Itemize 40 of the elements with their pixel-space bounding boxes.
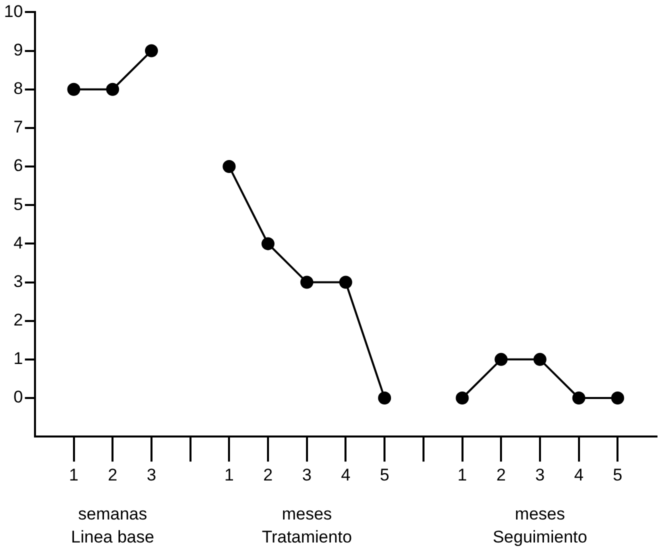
y-tick-label: 8	[13, 79, 23, 98]
x-tick-label: 4	[574, 465, 584, 484]
x-tick-label: 2	[263, 465, 273, 484]
x-tick-label: 3	[146, 465, 156, 484]
point	[262, 237, 275, 250]
y-tick-label: 9	[13, 40, 23, 60]
text: semanas Linea base	[71, 504, 154, 547]
x-tick-label: 4	[340, 465, 350, 484]
y-tick-label: 3	[13, 272, 23, 291]
x-tick-label: 1	[224, 465, 234, 484]
x-tick-label: 3	[302, 465, 312, 484]
x-tick-label: 5	[612, 465, 622, 484]
text: meses Seguimiento	[492, 504, 588, 547]
y-tick-label: 6	[13, 156, 23, 176]
x-tick-label: 1	[69, 465, 78, 484]
y-tick-label: 1	[13, 349, 23, 368]
y-tick-label: 4	[13, 233, 23, 252]
x-tick-label: 5	[380, 465, 390, 484]
text: meses Tratamiento	[262, 504, 352, 547]
point	[572, 392, 586, 405]
point	[144, 44, 158, 58]
x-tick-label: 2	[496, 465, 506, 484]
y-tick-label: 5	[13, 194, 23, 214]
y-tick-label: 7	[13, 118, 23, 137]
y-tick-label: 10	[4, 2, 23, 21]
point	[300, 276, 314, 289]
point	[222, 160, 236, 174]
point	[106, 82, 120, 96]
y-tick-label: 2	[13, 310, 23, 330]
x-tick-label: 1	[458, 465, 467, 484]
point	[611, 392, 624, 405]
point	[378, 392, 392, 405]
point	[533, 352, 546, 366]
point	[494, 352, 508, 366]
y-tick-label: 0	[13, 388, 23, 407]
point	[456, 392, 469, 405]
point	[339, 276, 352, 289]
x-tick-label: 2	[108, 465, 118, 484]
x-tick-label: 3	[535, 465, 545, 484]
point	[67, 82, 80, 96]
